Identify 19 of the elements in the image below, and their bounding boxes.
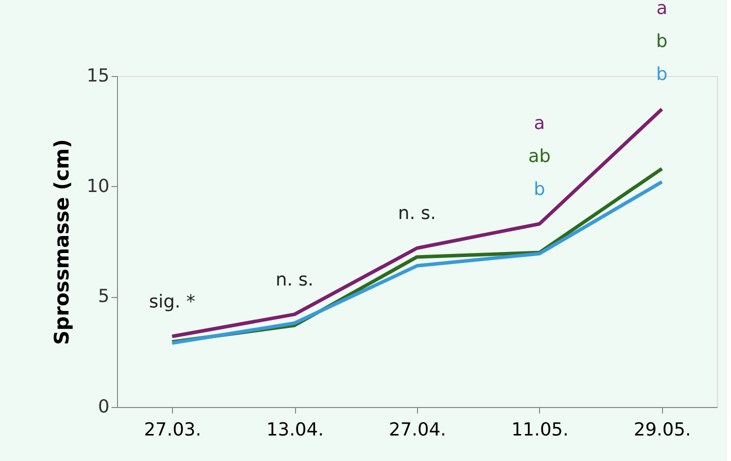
x-tick-label: 27.04. <box>388 420 446 440</box>
x-tick-label: 27.03. <box>144 420 202 440</box>
text: b <box>656 31 668 52</box>
annotation: a <box>534 112 545 134</box>
x-tick-label: 29.05. <box>634 420 692 440</box>
y-tick-label: 10 <box>86 176 110 197</box>
text: a <box>656 0 668 20</box>
annotation: b <box>656 64 668 86</box>
y-tick-label: 15 <box>86 66 110 86</box>
y-tick-label: 5 <box>98 286 110 308</box>
annotation: sig. * <box>148 291 196 312</box>
y-tick-label: 0 <box>98 396 110 418</box>
annotation: n. s. <box>276 269 314 290</box>
x-tick-label: 13.04. <box>266 420 324 440</box>
y-axis-title: Sprossmasse (cm) <box>50 139 74 345</box>
x-tick-label: 11.05. <box>511 420 569 440</box>
annotation: n. s. <box>398 203 436 224</box>
annotation: ab <box>528 146 551 167</box>
annotation: b <box>534 178 546 200</box>
